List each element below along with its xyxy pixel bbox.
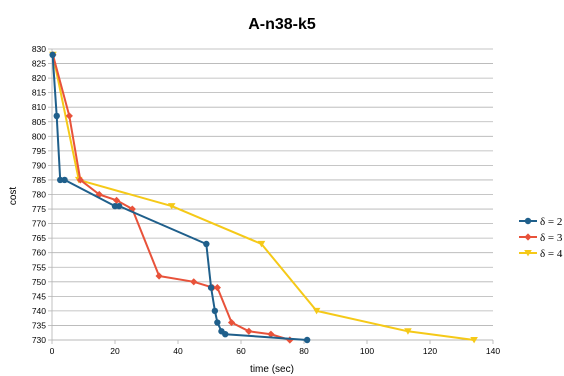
x-tick-label: 140 bbox=[486, 346, 500, 356]
data-point bbox=[222, 330, 229, 338]
x-tick-label: 20 bbox=[110, 346, 120, 356]
legend-marker bbox=[524, 249, 532, 257]
data-point bbox=[227, 318, 236, 327]
x-tick-label: 100 bbox=[360, 346, 374, 356]
y-tick-label: 740 bbox=[32, 306, 46, 316]
y-tick-label: 745 bbox=[32, 291, 46, 301]
data-point bbox=[76, 176, 84, 184]
y-tick-label: 795 bbox=[32, 146, 46, 156]
data-point bbox=[155, 272, 163, 280]
y-tick-label: 785 bbox=[32, 175, 46, 185]
data-point bbox=[61, 176, 68, 184]
y-tick-label: 820 bbox=[32, 73, 46, 83]
data-point bbox=[207, 284, 215, 291]
legend-marker bbox=[524, 217, 532, 225]
data-point bbox=[167, 203, 176, 210]
y-tick-label: 830 bbox=[32, 44, 46, 54]
legend-marker bbox=[524, 233, 532, 241]
gridlines bbox=[52, 48, 493, 341]
series-line bbox=[51, 54, 308, 341]
y-tick-label: 770 bbox=[32, 219, 46, 229]
data-point bbox=[312, 307, 321, 315]
data-point bbox=[404, 328, 412, 335]
data-point bbox=[257, 240, 266, 248]
x-tick-labels: 0 20 40 60 80 100 120 140 bbox=[50, 346, 501, 356]
y-tick-label: 735 bbox=[32, 320, 46, 330]
y-tick-label: 775 bbox=[32, 204, 46, 214]
x-tick-label: 40 bbox=[173, 346, 183, 356]
x-tick-label: 0 bbox=[50, 346, 55, 356]
data-point bbox=[115, 202, 123, 210]
data-point bbox=[245, 327, 253, 335]
y-tick-label: 780 bbox=[32, 190, 46, 200]
y-tick-label: 810 bbox=[32, 102, 46, 112]
series-line bbox=[51, 54, 291, 341]
data-point bbox=[112, 196, 121, 204]
y-tick-label: 730 bbox=[32, 335, 46, 345]
y-axis-label: cost bbox=[8, 187, 19, 206]
data-point bbox=[303, 336, 311, 344]
legend-item: δ = 3 bbox=[519, 232, 563, 244]
data-point bbox=[286, 336, 294, 344]
y-tick-label: 765 bbox=[32, 233, 46, 243]
series-2 bbox=[49, 51, 294, 344]
x-tick-label: 60 bbox=[236, 346, 246, 356]
legend-label: δ = 2 bbox=[540, 216, 562, 228]
x-axis-label: time (sec) bbox=[250, 364, 294, 375]
legend: δ = 2 δ = 3 δ = 4 bbox=[519, 216, 563, 260]
data-point bbox=[190, 278, 198, 286]
chart-title: A-n38-k5 bbox=[248, 16, 316, 33]
data-point bbox=[49, 51, 56, 59]
y-tick-label: 805 bbox=[32, 117, 46, 127]
series-1 bbox=[49, 51, 311, 344]
data-point bbox=[470, 336, 478, 344]
axes bbox=[48, 48, 494, 344]
legend-label: δ = 3 bbox=[540, 232, 563, 244]
data-point bbox=[53, 112, 60, 120]
y-tick-labels: 730 735 740 745 750 755 760 765 770 775 780 785 790 7… bbox=[32, 44, 46, 345]
series-3 bbox=[49, 51, 478, 344]
y-tick-label: 825 bbox=[32, 59, 46, 69]
data-point bbox=[267, 330, 275, 338]
data-point bbox=[56, 176, 64, 184]
data-point bbox=[213, 284, 221, 292]
y-tick-label: 760 bbox=[32, 248, 46, 258]
y-tick-label: 815 bbox=[32, 88, 46, 98]
legend-item: δ = 4 bbox=[519, 248, 563, 260]
x-tick-label: 120 bbox=[423, 346, 437, 356]
series-group bbox=[49, 51, 478, 344]
x-tick-label: 80 bbox=[299, 346, 309, 356]
y-tick-label: 755 bbox=[32, 262, 46, 272]
legend-label: δ = 4 bbox=[540, 248, 563, 260]
data-point bbox=[214, 319, 221, 326]
data-point bbox=[203, 240, 210, 248]
data-point bbox=[95, 190, 103, 199]
data-point bbox=[65, 112, 73, 120]
data-point bbox=[211, 307, 219, 315]
legend-item: δ = 2 bbox=[519, 216, 562, 228]
y-tick-label: 750 bbox=[32, 277, 46, 287]
y-tick-label: 790 bbox=[32, 160, 46, 170]
y-tick-label: 800 bbox=[32, 131, 46, 141]
